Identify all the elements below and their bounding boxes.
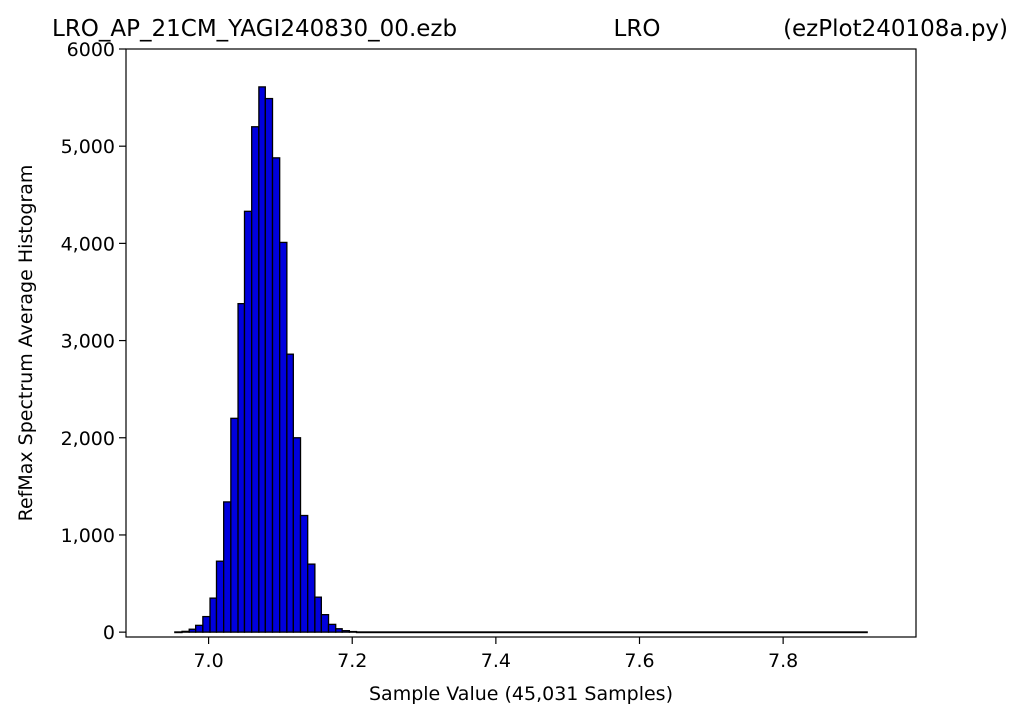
y-tick-label: 5,000 [61,136,115,158]
y-tick-label: 1,000 [61,525,115,547]
histogram-bar [286,353,294,633]
x-tick-label: 7.2 [337,650,367,672]
x-tick-label: 7.4 [481,650,511,672]
histogram-bar [348,630,358,633]
y-tick-label: 2,000 [61,428,115,450]
histogram-bar [195,624,204,633]
histogram-bar [181,630,190,633]
x-axis: 7.0 7.2 7.4 7.6 7.8 [193,637,798,672]
histogram-bar [292,437,302,633]
histogram-bar [243,210,253,633]
histogram-bar [258,86,266,633]
histogram-bar [230,417,239,633]
histogram-bar [335,628,343,633]
histogram-bar [307,563,316,633]
histogram-bar [174,631,183,634]
y-tick-label: 3,000 [61,331,115,353]
y-tick-label: 0 [103,622,115,644]
header-center: LRO [614,16,661,42]
x-axis-label: Sample Value (45,031 Samples) [369,683,673,705]
histogram-bar [215,560,225,633]
x-tick-label: 7.6 [624,650,654,672]
histogram-bar [320,614,330,633]
plot-frame [125,48,917,638]
histogram-bars [174,86,868,634]
y-axis: 0 1,000 2,000 3,000 4,000 5,000 6000 [61,39,126,644]
header-right: (ezPlot240108a.py) [783,16,1008,42]
y-axis-label: RefMax Spectrum Average Histogram [15,165,37,522]
histogram-bar [264,97,274,633]
histogram-bar [237,302,246,633]
histogram-bar [299,514,309,633]
x-tick-label: 7.8 [768,650,798,672]
histogram-bar [223,501,232,633]
y-tick-label: 4,000 [61,233,115,255]
histogram-bar [202,615,211,633]
histogram-bar [188,628,197,633]
histogram-bar [314,596,322,633]
histogram-bar [271,157,281,633]
histogram-bar [251,126,260,633]
histogram-bar [327,623,337,633]
histogram-bar [341,630,351,633]
histogram-bar [209,597,218,633]
histogram-bar [355,631,868,634]
y-tick-label: 6000 [67,39,115,61]
histogram-bar [279,241,288,633]
header-left: LRO_AP_21CM_YAGI240830_00.ezb [52,16,457,42]
x-tick-label: 7.0 [193,650,223,672]
